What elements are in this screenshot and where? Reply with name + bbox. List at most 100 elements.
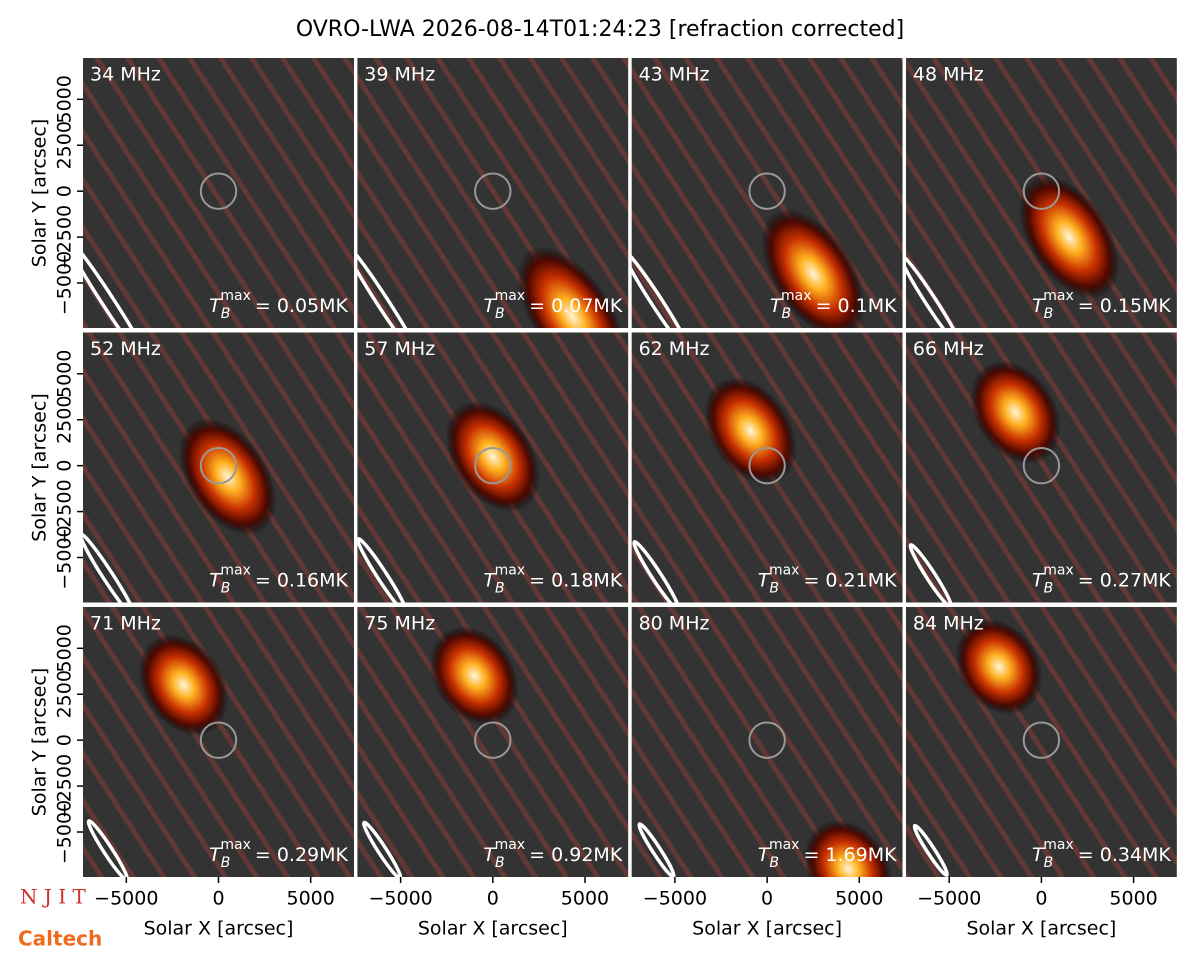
solar-disk [748, 446, 786, 485]
tb-value: = 0.34MK [1078, 844, 1172, 866]
panel-background [83, 58, 354, 328]
tb-sub: B [769, 855, 779, 871]
x-tick-label: 0 [1035, 888, 1047, 910]
tb-sup: max [1043, 837, 1074, 853]
tb-sub: B [221, 306, 231, 322]
beam [357, 240, 423, 328]
tb-max-label: TBmax = 0.15MK [1032, 288, 1171, 322]
emission-source [179, 418, 277, 536]
tb-sub: B [221, 855, 231, 871]
tb-sup: max [220, 288, 251, 304]
panel [83, 58, 354, 328]
panel [905, 607, 1177, 877]
tb-symbol: T [770, 295, 783, 317]
tb-symbol: T [758, 569, 771, 591]
tb-symbol: T [483, 569, 496, 591]
x-tick-label: −5000 [368, 888, 432, 910]
frequency-label: 57 MHz [364, 338, 435, 360]
beam [631, 248, 692, 328]
emission-source [704, 377, 797, 485]
tb-symbol: T [209, 844, 222, 866]
frequency-label: 84 MHz [913, 613, 984, 635]
tb-sup: max [769, 563, 800, 579]
frequency-label: 80 MHz [639, 613, 710, 635]
panel [357, 58, 629, 328]
x-tick-label: −5000 [917, 888, 981, 910]
frequency-label: 62 MHz [639, 338, 710, 360]
beam [632, 540, 681, 603]
tb-max-label: TBmax = 0.92MK [483, 837, 622, 871]
solar-disk [199, 172, 238, 210]
tb-sup: max [220, 563, 251, 579]
tb-sup: max [1043, 563, 1074, 579]
tb-symbol: T [483, 295, 496, 317]
tb-value: = 0.07MK [529, 295, 623, 317]
tb-sup: max [220, 837, 251, 853]
emission-source [970, 360, 1061, 465]
emission-source [1018, 175, 1120, 299]
frequency-label: 34 MHz [90, 64, 161, 86]
tb-sub: B [495, 306, 505, 322]
logo-njit: N J I T [20, 885, 86, 909]
solar-disk [1022, 721, 1061, 759]
y-axis-label: Solar Y [arcsec] [29, 668, 51, 816]
tb-value: = 0.21MK [803, 569, 897, 591]
y-tick-label: 0 [54, 734, 76, 746]
tb-value: = 0.27MK [1078, 569, 1172, 591]
beam [357, 536, 409, 603]
tb-sub: B [1044, 855, 1054, 871]
y-tick-label: −2500 [54, 205, 76, 269]
beam [83, 532, 138, 603]
frequency-label: 48 MHz [913, 64, 984, 86]
tb-max-label: TBmax = 0.16MK [209, 563, 348, 597]
x-tick-label: −5000 [94, 888, 158, 910]
x-tick-label: 5000 [1109, 888, 1157, 910]
beam [905, 253, 963, 328]
frequency-label: 75 MHz [364, 613, 435, 635]
tb-symbol: T [1032, 569, 1045, 591]
x-tick-label: 5000 [835, 888, 883, 910]
emission-source [430, 626, 519, 726]
emission-source [955, 618, 1043, 715]
emission-source [804, 820, 893, 877]
tb-sub: B [1044, 306, 1054, 322]
emission-source [761, 209, 866, 328]
solar-disk [748, 721, 786, 759]
panel-background [905, 332, 1177, 603]
frequency-label: 43 MHz [639, 64, 710, 86]
tb-sub: B [495, 855, 505, 871]
emission-source [517, 246, 627, 328]
tb-value: = 0.92MK [529, 844, 623, 866]
beam [362, 820, 403, 877]
tb-value: = 0.15MK [1078, 295, 1172, 317]
beam [637, 822, 676, 877]
frequency-label: 52 MHz [90, 338, 161, 360]
tb-max-label: TBmax = 0.34MK [1032, 837, 1171, 871]
tb-value: = 0.29MK [255, 844, 349, 866]
panel [631, 58, 903, 328]
frequency-label: 66 MHz [913, 338, 984, 360]
tb-value: = 0.1MK [816, 295, 898, 317]
y-tick-label: 5000 [54, 350, 76, 398]
tb-sub: B [1044, 581, 1054, 597]
tb-sup: max [769, 837, 800, 853]
frequency-label: 39 MHz [364, 64, 435, 86]
tb-max-label: TBmax = 0.05MK [209, 288, 348, 322]
panel [83, 332, 354, 603]
x-axis-label: Solar X [arcsec] [144, 918, 294, 940]
tb-value: = 1.69MK [803, 844, 897, 866]
logo-caltech: Caltech [18, 927, 102, 951]
tb-sub: B [221, 581, 231, 597]
emission-source [138, 634, 229, 736]
beam [912, 823, 949, 877]
panel [631, 332, 903, 603]
frequency-label: 71 MHz [90, 613, 161, 635]
tb-sup: max [495, 837, 526, 853]
tb-sup: max [495, 288, 526, 304]
tb-value: = 0.18MK [529, 569, 623, 591]
y-tick-label: −5000 [54, 525, 76, 589]
solar-disk [199, 446, 238, 485]
beam [83, 234, 153, 328]
x-axis-label: Solar X [arcsec] [692, 918, 842, 940]
